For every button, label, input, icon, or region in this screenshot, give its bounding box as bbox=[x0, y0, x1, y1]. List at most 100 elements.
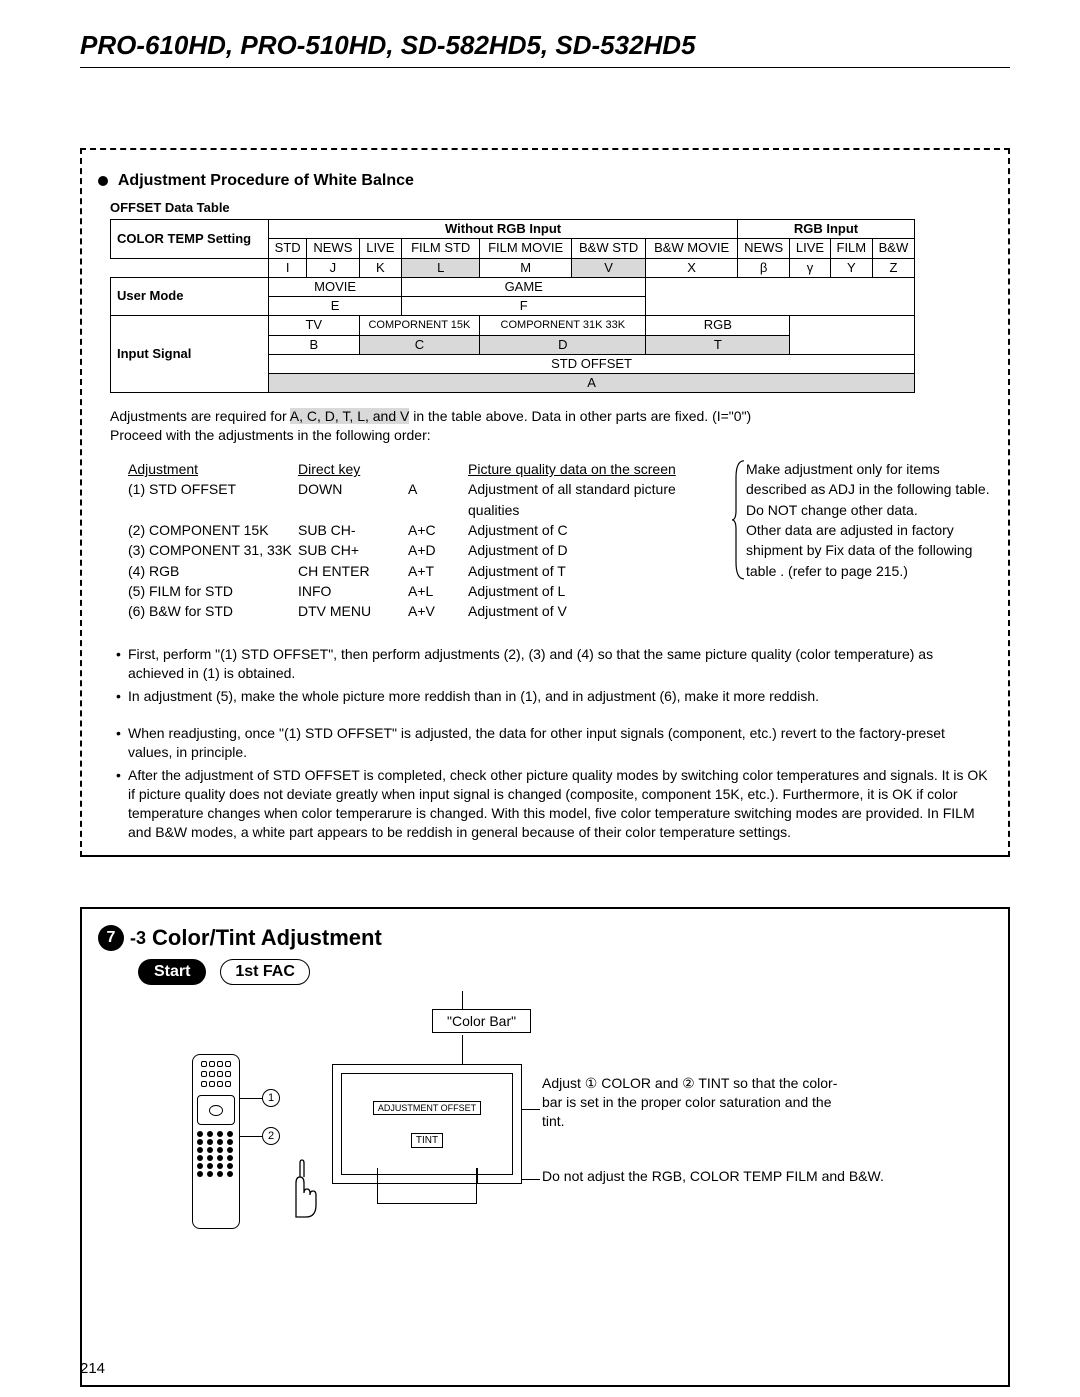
adj-2d: Adjustment of C bbox=[468, 520, 728, 540]
um-movie: MOVIE bbox=[269, 277, 402, 296]
notes-group-2: •When readjusting, once "(1) STD OFFSET"… bbox=[116, 724, 992, 841]
instruction-1: Adjust ① COLOR and ② TINT so that the co… bbox=[542, 1074, 842, 1131]
temp-STD: STD bbox=[269, 239, 307, 258]
adj-3d: Adjustment of D bbox=[468, 540, 728, 560]
um-game: GAME bbox=[402, 277, 646, 296]
note2-1: When readjusting, once "(1) STD OFFSET" … bbox=[128, 724, 992, 762]
tl-beta: β bbox=[737, 258, 789, 277]
adj-2a: (2) COMPONENT 15K bbox=[128, 520, 298, 540]
note2-2: After the adjustment of STD OFFSET is co… bbox=[128, 766, 992, 842]
tl-Y: Y bbox=[830, 258, 872, 277]
wb-title-text: Adjustment Procedure of White Balnce bbox=[118, 172, 414, 189]
offset-data-table: COLOR TEMP Setting Without RGB Input RGB… bbox=[110, 219, 915, 393]
fac-pill: 1st FAC bbox=[220, 959, 310, 985]
adjustment-note: Make adjustment only for items described… bbox=[746, 459, 992, 581]
adj-2c: A+C bbox=[408, 520, 468, 540]
temp-FILMMOVIE: FILM MOVIE bbox=[480, 239, 572, 258]
adjhdr-1: Adjustment bbox=[128, 459, 298, 479]
rowlabel-colortemp: COLOR TEMP Setting bbox=[111, 220, 269, 259]
temp-FILM2: FILM bbox=[830, 239, 872, 258]
adj-1c: A bbox=[408, 479, 468, 520]
adj-6c: A+V bbox=[408, 601, 468, 621]
temp-BWSTD: B&W STD bbox=[571, 239, 645, 258]
in-c31: COMPORNENT 31K 33K bbox=[480, 316, 646, 335]
in-D: D bbox=[480, 335, 646, 354]
hand-icon bbox=[282, 1159, 322, 1219]
in-C: C bbox=[359, 335, 480, 354]
temp-BW2: B&W bbox=[872, 239, 914, 258]
sec73-main: Color/Tint Adjustment bbox=[152, 925, 382, 951]
adj-4d: Adjustment of T bbox=[468, 561, 728, 581]
tl-M: M bbox=[480, 258, 572, 277]
grp-rgb: RGB Input bbox=[737, 220, 914, 239]
callout-1: 1 bbox=[262, 1089, 280, 1107]
note1-1: First, perform "(1) STD OFFSET", then pe… bbox=[128, 645, 992, 683]
brace-icon bbox=[732, 459, 746, 581]
colorbar-box: "Color Bar" bbox=[432, 1009, 531, 1033]
um-F: F bbox=[402, 297, 646, 316]
adj-3b: SUB CH+ bbox=[298, 540, 408, 560]
start-pill: Start bbox=[138, 959, 206, 985]
tl-Z: Z bbox=[872, 258, 914, 277]
adj-2b: SUB CH- bbox=[298, 520, 408, 540]
sec73-num: 7 bbox=[98, 925, 124, 951]
tl-V: V bbox=[571, 258, 645, 277]
tl-X: X bbox=[646, 258, 738, 277]
grp-without-rgb: Without RGB Input bbox=[269, 220, 738, 239]
adj-4a: (4) RGB bbox=[128, 561, 298, 581]
adj-1b: DOWN bbox=[298, 479, 408, 520]
tv-label-top: ADJUSTMENT OFFSET bbox=[373, 1101, 481, 1115]
page-number: 214 bbox=[80, 1360, 105, 1377]
header-rule bbox=[80, 67, 1010, 68]
in-stdoffset: STD OFFSET bbox=[269, 354, 915, 373]
tl-gamma: γ bbox=[790, 258, 831, 277]
adj-1a: (1) STD OFFSET bbox=[128, 479, 298, 520]
adj-5c: A+L bbox=[408, 581, 468, 601]
tl-L: L bbox=[402, 258, 480, 277]
adj-5b: INFO bbox=[298, 581, 408, 601]
sec73-title: 7 -3 Color/Tint Adjustment bbox=[98, 925, 992, 951]
tv-icon: ADJUSTMENT OFFSET TINT bbox=[332, 1064, 522, 1214]
note1-2: In adjustment (5), make the whole pictur… bbox=[128, 687, 992, 706]
adj-1d: Adjustment of all standard picture quali… bbox=[468, 479, 728, 520]
um-E: E bbox=[269, 297, 402, 316]
page-header: PRO-610HD, PRO-510HD, SD-582HD5, SD-532H… bbox=[80, 30, 1010, 61]
callout-2: 2 bbox=[262, 1127, 280, 1145]
adj-5a: (5) FILM for STD bbox=[128, 581, 298, 601]
in-c15: COMPORNENT 15K bbox=[359, 316, 480, 335]
tl-I: I bbox=[269, 258, 307, 277]
adjhdr-2: Direct key bbox=[298, 459, 408, 479]
adj-6d: Adjustment of V bbox=[468, 601, 728, 621]
adjhdr-4: Picture quality data on the screen bbox=[468, 459, 728, 479]
remote-icon bbox=[192, 1054, 240, 1229]
temp-BWMOVIE: B&W MOVIE bbox=[646, 239, 738, 258]
in-tv: TV bbox=[269, 316, 359, 335]
wb-title: Adjustment Procedure of White Balnce bbox=[98, 172, 992, 190]
adj-3a: (3) COMPONENT 31, 33K bbox=[128, 540, 298, 560]
tl-K: K bbox=[359, 258, 402, 277]
adj-6a: (6) B&W for STD bbox=[128, 601, 298, 621]
offset-table-header: OFFSET Data Table bbox=[110, 200, 992, 215]
temp-LIVE: LIVE bbox=[359, 239, 402, 258]
rowlabel-inputsignal: Input Signal bbox=[111, 316, 269, 393]
tv-label-bot: TINT bbox=[411, 1133, 443, 1148]
temp-NEWS: NEWS bbox=[307, 239, 359, 258]
adj-3c: A+D bbox=[408, 540, 468, 560]
adj-5d: Adjustment of L bbox=[468, 581, 728, 601]
white-balance-box: Adjustment Procedure of White Balnce OFF… bbox=[80, 148, 1010, 857]
temp-NEWS2: NEWS bbox=[737, 239, 789, 258]
adj-4c: A+T bbox=[408, 561, 468, 581]
bullet-icon bbox=[98, 176, 108, 186]
color-tint-box: 7 -3 Color/Tint Adjustment Start 1st FAC… bbox=[80, 907, 1010, 1387]
instruction-2: Do not adjust the RGB, COLOR TEMP FILM a… bbox=[542, 1167, 912, 1186]
in-A: A bbox=[269, 374, 915, 393]
adj-4b: CH ENTER bbox=[298, 561, 408, 581]
notes-group-1: •First, perform "(1) STD OFFSET", then p… bbox=[116, 645, 992, 706]
diagram: "Color Bar" ADJUSTMENT OFFSET TINT bbox=[162, 1009, 982, 1339]
in-B: B bbox=[269, 335, 359, 354]
rowlabel-usermode: User Mode bbox=[111, 277, 269, 316]
sec73-sub: -3 bbox=[130, 928, 146, 949]
adj-6b: DTV MENU bbox=[298, 601, 408, 621]
adjustment-grid: Adjustment Direct key Picture quality da… bbox=[128, 459, 728, 621]
temp-FILMSTD: FILM STD bbox=[402, 239, 480, 258]
